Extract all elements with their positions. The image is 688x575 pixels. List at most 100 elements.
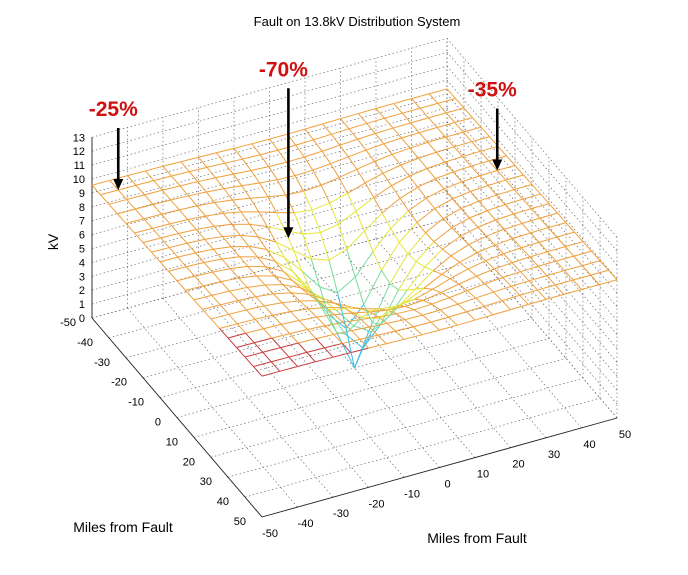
surface-gridline [581, 284, 600, 290]
surface-gridline [529, 256, 539, 267]
surface-gridline [439, 309, 450, 318]
surface-gridline [259, 179, 278, 184]
surface-gridline [555, 255, 574, 262]
surface-gridline [176, 275, 195, 282]
surface-gridline [468, 235, 487, 246]
surface-gridline [204, 239, 214, 250]
surface-gridline [256, 275, 266, 286]
surface-gridline [143, 213, 162, 220]
surface-gridline [273, 275, 284, 285]
surface-gridline [387, 309, 397, 315]
surface-gridline [186, 238, 205, 244]
surface-gridline [410, 122, 420, 133]
floor-gridline [198, 288, 369, 488]
annotation-arrowhead [283, 227, 294, 239]
surface-gridline [237, 296, 256, 301]
surface-gridline [460, 200, 479, 210]
surface-gridline [460, 208, 470, 219]
surface-gridline [153, 175, 172, 182]
chart-title: Fault on 13.8kV Distribution System [254, 14, 461, 29]
surface-gridline [381, 242, 400, 271]
floor-gridline [375, 238, 547, 438]
surface-gridline [398, 289, 408, 291]
surface-gridline [310, 289, 320, 304]
surface-gridline [407, 253, 417, 263]
surface-gridline [503, 228, 514, 239]
surface-gridline [232, 199, 242, 213]
surface-gridline [485, 260, 495, 270]
surface-gridline [477, 226, 487, 237]
surface-gridline [358, 108, 377, 115]
surface-gridline [513, 189, 524, 200]
surface-gridline [320, 223, 339, 234]
surface-gridline [486, 210, 497, 221]
surface-gridline [159, 256, 178, 263]
surface-gridline [222, 236, 232, 248]
surface-gridline [312, 163, 331, 171]
surface-gridline [521, 241, 540, 249]
surface-gridline [262, 351, 272, 363]
surface-gridline [428, 117, 438, 128]
surface-gridline [477, 219, 496, 228]
surface-gridline [451, 227, 461, 237]
surface-gridline [271, 356, 290, 363]
surface-gridline [227, 332, 246, 339]
surface-gridline [232, 197, 251, 201]
surface-gridline [377, 334, 387, 345]
surface-gridline [126, 199, 136, 210]
surface-gridline [369, 309, 388, 313]
surface-gridline [418, 151, 437, 159]
surface-gridline [484, 283, 494, 293]
surface-gridline [179, 185, 189, 197]
surface-gridline [212, 248, 223, 260]
surface-gridline [556, 236, 566, 247]
surface-gridline [405, 299, 424, 307]
surface-gridline [401, 137, 411, 149]
surface-gridline [547, 246, 566, 253]
surface-gridline [520, 265, 539, 273]
z-axis-label: kV [45, 233, 61, 250]
surface-gridline [423, 287, 433, 290]
surface-gridline [206, 162, 225, 168]
y-tick-label: 0 [444, 479, 450, 491]
annotation-label: -35% [468, 78, 517, 101]
surface-gridline [236, 347, 246, 358]
surface-gridline [127, 170, 146, 177]
surface-gridline [188, 171, 199, 183]
surface-gridline [504, 198, 523, 206]
surface-gridline [506, 155, 516, 166]
surface-gridline [539, 217, 549, 228]
z-tick-label: 8 [79, 202, 85, 214]
x-tick-label: 0 [155, 417, 161, 429]
surface-gridline [547, 227, 558, 238]
surface-gridline [280, 347, 290, 358]
surface-gridline [392, 122, 411, 129]
surface-gridline [531, 184, 541, 195]
surface-gridline [520, 247, 531, 258]
annotation-arrowhead [492, 159, 503, 171]
surface-gridline [246, 305, 265, 311]
surface-gridline [186, 242, 196, 254]
surface-mesh [91, 88, 618, 377]
x-tick-label: 30 [200, 476, 212, 488]
surface-gridline [375, 127, 394, 134]
surface-gridline [434, 208, 444, 219]
surface-gridline [236, 342, 255, 348]
surface-gridline [189, 166, 208, 173]
surface-gridline [531, 203, 550, 210]
surface-gridline [454, 122, 464, 133]
surface-gridline [333, 334, 343, 344]
surface-gridline [501, 300, 511, 310]
surface-gridline [435, 178, 445, 190]
surface-gridline [220, 277, 239, 283]
surface-gridline [144, 189, 163, 196]
axis-line [91, 317, 263, 518]
surface-gridline [307, 308, 318, 318]
surface-gridline [389, 283, 399, 291]
surface-gridline [383, 143, 393, 155]
surface-gridline [384, 112, 403, 119]
surface-gridline [502, 277, 512, 287]
surface-gridline [393, 103, 403, 114]
surface-gridline [244, 356, 254, 367]
surface-gridline [299, 300, 309, 310]
